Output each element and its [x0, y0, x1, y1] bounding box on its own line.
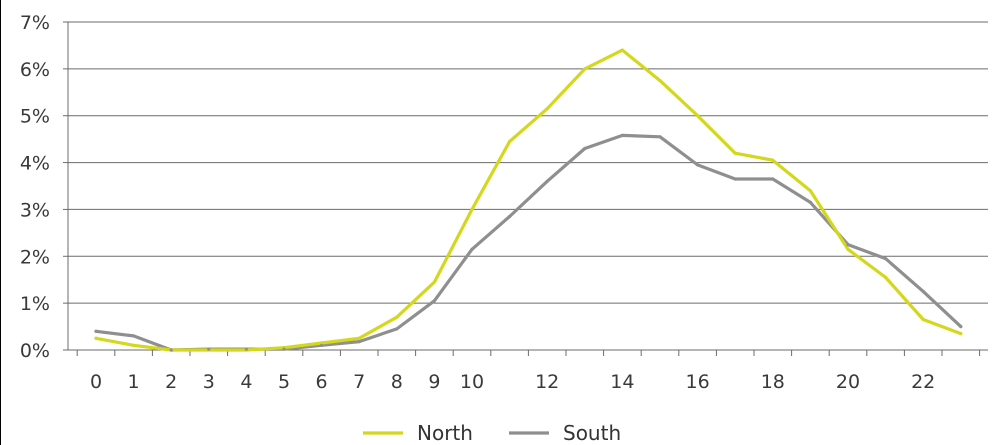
- data-point-north: [846, 247, 850, 251]
- data-point-south: [470, 247, 474, 251]
- x-tick-label: 22: [911, 371, 935, 393]
- legend-label-south: South: [563, 421, 621, 445]
- y-tick-label: 6%: [20, 59, 50, 81]
- x-tick-label: 3: [203, 371, 215, 393]
- data-point-north: [357, 336, 361, 340]
- data-point-south: [884, 257, 888, 261]
- x-tick-label: 1: [128, 371, 140, 393]
- y-tick-label: 0%: [20, 340, 50, 362]
- data-point-south: [583, 146, 587, 151]
- x-tick-label: 5: [278, 371, 290, 393]
- data-point-south: [508, 214, 512, 219]
- data-point-south: [545, 179, 549, 183]
- x-tick-label: 8: [391, 371, 403, 393]
- data-point-south: [696, 163, 700, 167]
- y-tick-label: 2%: [20, 246, 50, 268]
- data-point-south: [169, 348, 173, 352]
- data-point-south: [320, 343, 324, 347]
- x-tick-label: 6: [316, 371, 328, 393]
- x-tick-label: 10: [460, 371, 484, 393]
- data-point-north: [921, 317, 925, 322]
- data-point-north: [94, 336, 98, 340]
- x-tick-label: 9: [428, 371, 440, 393]
- data-point-north: [320, 341, 324, 345]
- data-point-south: [94, 329, 98, 333]
- data-point-north: [733, 151, 737, 155]
- data-point-south: [132, 334, 136, 338]
- data-point-north: [696, 114, 700, 118]
- data-point-south: [771, 177, 775, 181]
- data-point-north: [808, 189, 813, 193]
- x-tick-label: 0: [90, 371, 102, 393]
- y-tick-label: 4%: [20, 153, 50, 175]
- data-point-south: [432, 299, 436, 303]
- series-line-south: [94, 133, 963, 352]
- y-tick-label: 7%: [20, 12, 50, 34]
- data-point-north: [432, 280, 436, 284]
- data-point-south: [244, 347, 248, 351]
- x-tick-label: 7: [353, 371, 365, 393]
- x-tick-label: 14: [610, 371, 634, 393]
- data-point-south: [658, 135, 662, 139]
- data-point-south: [395, 327, 399, 331]
- data-point-north: [658, 78, 662, 83]
- data-point-south: [733, 177, 737, 181]
- data-point-south: [282, 347, 286, 351]
- x-tick-label: 16: [686, 371, 710, 393]
- data-point-south: [846, 242, 850, 247]
- data-point-north: [508, 139, 512, 144]
- data-point-north: [395, 315, 399, 319]
- y-tick-label: 1%: [20, 293, 50, 315]
- data-point-south: [959, 324, 963, 329]
- series-line-north: [94, 48, 963, 352]
- data-point-south: [207, 347, 211, 351]
- y-tick-label: 5%: [20, 106, 50, 128]
- data-point-north: [620, 48, 625, 52]
- data-point-south: [357, 339, 361, 344]
- x-tick-label: 4: [240, 371, 252, 393]
- y-tick-label: 3%: [20, 199, 50, 221]
- data-point-north: [771, 158, 775, 162]
- x-tick-label: 12: [535, 371, 559, 393]
- data-point-north: [583, 67, 587, 71]
- data-point-north: [884, 275, 888, 279]
- data-point-north: [132, 343, 136, 347]
- data-point-north: [545, 107, 549, 111]
- data-point-south: [921, 289, 925, 294]
- x-tick-label: 2: [165, 371, 177, 393]
- x-tick-label: 18: [761, 371, 785, 393]
- x-tick-label: 20: [836, 371, 860, 393]
- data-point-south: [808, 200, 813, 204]
- data-point-south: [620, 133, 625, 137]
- data-point-north: [470, 207, 474, 212]
- data-point-north: [959, 332, 963, 336]
- legend-label-north: North: [417, 421, 473, 445]
